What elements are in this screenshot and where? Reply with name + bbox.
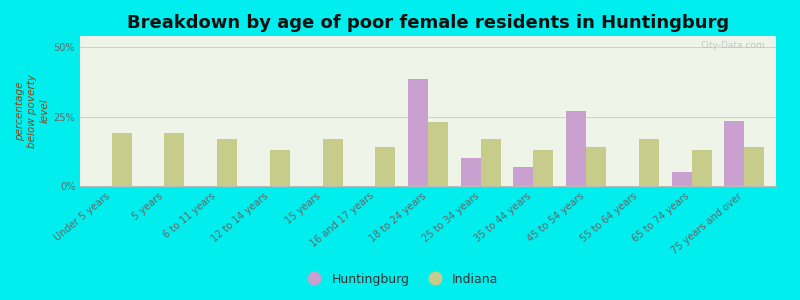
Legend: Huntingburg, Indiana: Huntingburg, Indiana [297, 268, 503, 291]
Bar [534, 150, 554, 186]
Title: Breakdown by age of poor female residents in Huntingburg: Breakdown by age of poor female resident… [127, 14, 729, 32]
Bar [375, 147, 395, 186]
Bar [481, 139, 501, 186]
Bar [217, 139, 237, 186]
Bar [724, 121, 744, 186]
Text: City-Data.com: City-Data.com [701, 40, 766, 50]
Bar [270, 150, 290, 186]
Bar [112, 133, 132, 186]
Bar [672, 172, 692, 186]
Bar [164, 133, 184, 186]
Bar [514, 167, 534, 186]
Y-axis label: percentage
below poverty
level: percentage below poverty level [14, 74, 50, 148]
Bar [639, 139, 659, 186]
Bar [586, 147, 606, 186]
Bar [408, 79, 428, 186]
Bar [566, 111, 586, 186]
Bar [322, 139, 342, 186]
Bar [744, 147, 765, 186]
Bar [428, 122, 448, 186]
Bar [461, 158, 481, 186]
Bar [692, 150, 712, 186]
